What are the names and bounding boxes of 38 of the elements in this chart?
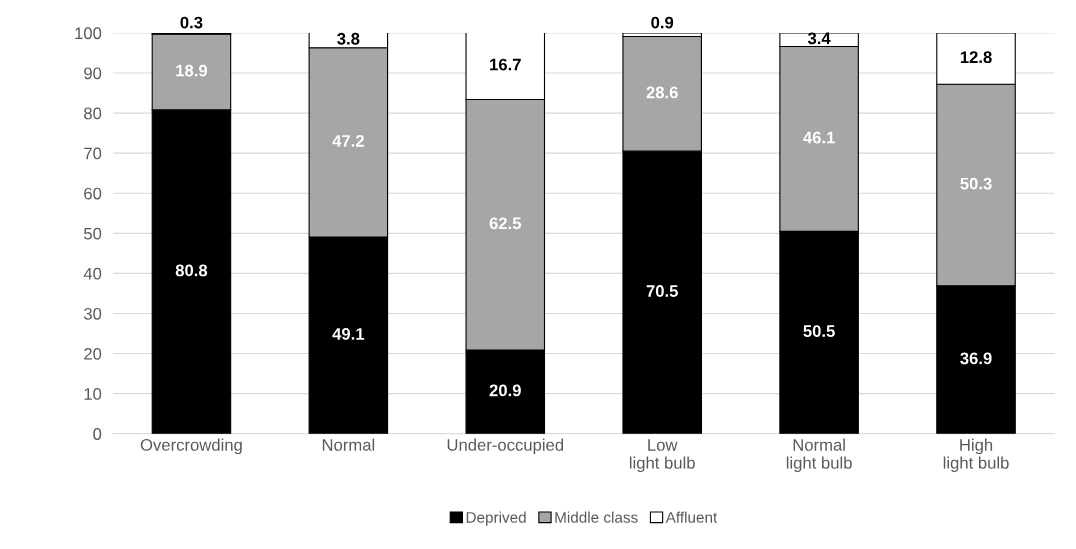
data-label: 62.5 (489, 217, 522, 230)
legend-label: Affluent (665, 511, 718, 523)
x-tick-label: Overcrowding (140, 438, 242, 455)
x-tick-label: Low light bulb (629, 439, 695, 473)
legend-label: Middle class (555, 511, 638, 523)
data-label: 28.6 (646, 86, 678, 99)
data-label: 50.5 (803, 325, 835, 337)
legend-label: Deprived (466, 511, 526, 526)
x-tick-label: Normal light bulb (786, 438, 852, 473)
data-label: 70.5 (646, 285, 678, 297)
y-tick-label: 10 (84, 388, 102, 400)
data-label: 80.8 (175, 264, 208, 277)
x-tick-label: Under-occupied (447, 438, 564, 455)
data-label: 3.8 (337, 32, 360, 45)
x-tick-label: Normal (322, 438, 375, 451)
y-tick-label: 20 (84, 347, 102, 360)
y-tick-label: 50 (84, 227, 102, 240)
data-label: 12.8 (960, 51, 992, 64)
data-label: 3.4 (807, 32, 831, 45)
data-label: 46.1 (803, 131, 835, 144)
data-label: 47.2 (332, 135, 364, 147)
y-tick-label: 40 (83, 267, 102, 280)
data-label: 16.7 (490, 58, 521, 71)
y-tick-label: 100 (75, 27, 102, 40)
y-tick-label: 60 (84, 187, 102, 200)
y-tick-label: 70 (84, 147, 102, 160)
x-tick-label: High light bulb (943, 438, 1009, 473)
data-label: 20.9 (489, 384, 521, 397)
data-label: 0.9 (651, 16, 674, 29)
data-label: 50.3 (960, 177, 992, 190)
data-label: 49.1 (332, 327, 365, 340)
y-tick-label: 80 (84, 107, 102, 120)
data-label: 36.9 (960, 352, 992, 365)
y-tick-label: 30 (83, 307, 102, 320)
data-label: 18.9 (176, 64, 208, 77)
y-tick-label: 0 (93, 428, 102, 440)
data-label: 0.3 (180, 16, 203, 29)
y-tick-label: 90 (84, 67, 102, 80)
